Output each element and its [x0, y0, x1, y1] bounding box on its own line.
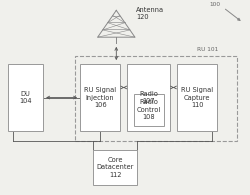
Bar	[177, 64, 217, 131]
Text: Antenna
120: Antenna 120	[136, 7, 164, 20]
Bar	[134, 94, 164, 126]
Text: 100: 100	[210, 2, 221, 6]
Bar	[93, 150, 138, 185]
Text: Core
Datacenter
112: Core Datacenter 112	[96, 157, 134, 178]
Text: DU
104: DU 104	[19, 91, 32, 104]
Text: Radio
Control
108: Radio Control 108	[136, 99, 161, 121]
Bar	[75, 56, 237, 141]
Bar	[128, 64, 170, 131]
Text: RU 101: RU 101	[197, 47, 218, 51]
Text: Radio
107: Radio 107	[139, 91, 158, 104]
Bar	[8, 64, 43, 131]
Bar	[80, 64, 120, 131]
Text: RU Signal
Injection
106: RU Signal Injection 106	[84, 87, 116, 108]
Text: RU Signal
Capture
110: RU Signal Capture 110	[181, 87, 213, 108]
